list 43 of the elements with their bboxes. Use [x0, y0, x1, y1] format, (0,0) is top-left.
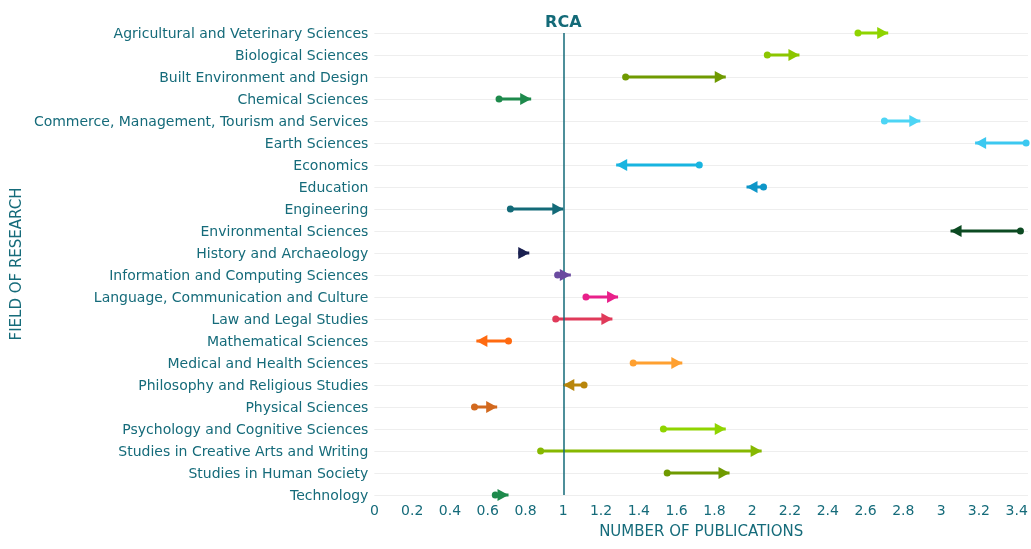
x-tick-label: 1.8 [703, 502, 726, 518]
y-tick-label: Information and Computing Sciences [109, 267, 369, 283]
y-tick-label: Environmental Sciences [200, 223, 369, 239]
y-tick-label: Education [298, 179, 369, 195]
x-tick-label: 2 [747, 502, 757, 518]
y-tick-label: Earth Sciences [264, 135, 369, 151]
y-tick-label: History and Archaeology [196, 245, 369, 261]
x-tick-label: 0 [369, 502, 379, 518]
y-tick-label: Medical and Health Sciences [167, 355, 369, 371]
y-tick-label: Commerce, Management, Tourism and Services [33, 113, 369, 129]
y-tick-label: Language, Communication and Culture [93, 289, 369, 305]
x-tick-label: 0.6 [476, 502, 499, 518]
ref-line-label: RCA [545, 11, 583, 31]
y-tick-label: Economics [293, 157, 369, 173]
x-tick-label: 1 [558, 502, 568, 518]
y-tick-label: Technology [288, 487, 369, 503]
y-tick-label: Mathematical Sciences [206, 333, 369, 349]
x-tick-label: 2.8 [892, 502, 915, 518]
x-tick-label: 0.2 [401, 502, 424, 518]
y-tick-label: Agricultural and Veterinary Sciences [113, 25, 369, 41]
x-tick-label: 1.4 [627, 502, 651, 518]
x-tick-label: 0.8 [514, 502, 537, 518]
y-tick-label: Physical Sciences [245, 399, 369, 415]
x-tick-label: 3 [936, 502, 946, 518]
x-tick-label: 2.2 [778, 502, 802, 518]
y-tick-label: Psychology and Cognitive Sciences [122, 421, 369, 437]
x-tick-label: 3.2 [967, 502, 991, 518]
y-tick-label: Built Environment and Design [159, 69, 369, 85]
y-tick-label: Engineering [284, 201, 369, 217]
x-tick-label: 1.2 [589, 502, 613, 518]
y-tick-label: Law and Legal Studies [211, 311, 369, 327]
x-tick-label: 2.6 [854, 502, 877, 518]
x-tick-label: 0.4 [438, 502, 462, 518]
x-tick-label: 2.4 [816, 502, 839, 518]
y-axis-title: FIELD OF RESEARCH [6, 187, 25, 341]
x-tick-label: 3.4 [1005, 502, 1028, 518]
y-tick-label: Biological Sciences [234, 47, 369, 63]
x-axis-title: NUMBER OF PUBLICATIONS [599, 521, 804, 540]
y-tick-label: Studies in Creative Arts and Writing [118, 443, 369, 459]
x-tick-label: 1.6 [665, 502, 688, 518]
y-tick-label: Philosophy and Religious Studies [138, 377, 369, 393]
y-tick-label: Studies in Human Society [188, 465, 369, 481]
y-tick-label: Chemical Sciences [237, 91, 369, 107]
